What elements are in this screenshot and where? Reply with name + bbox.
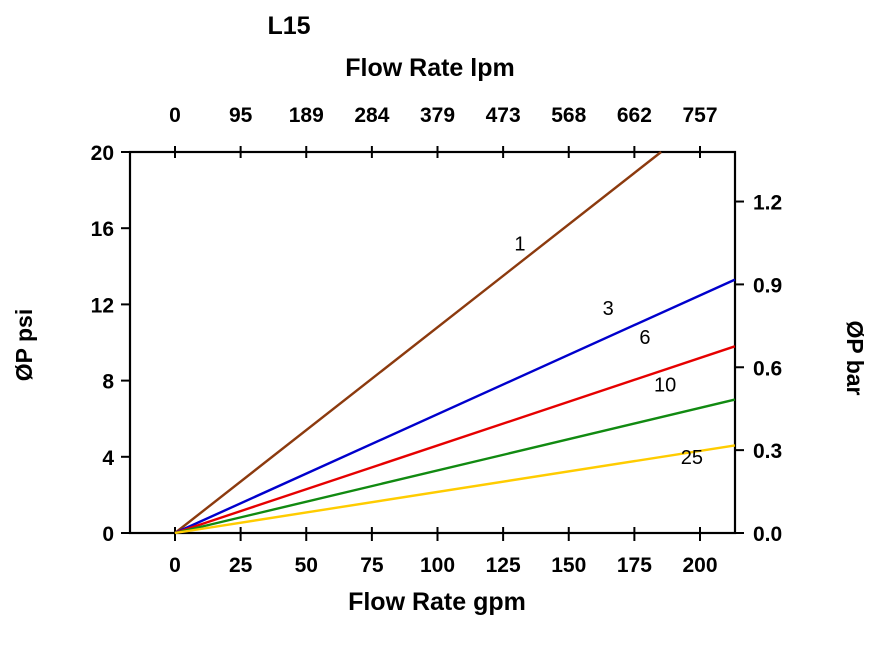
right-axis-title: ØP bar [842,321,868,396]
series-line-6 [174,345,736,535]
bar-tick-label: 0.6 [753,357,782,380]
x-tick-label: 200 [682,554,717,577]
series-line-1 [174,151,662,534]
x-tick-label: 175 [617,554,652,577]
y-tick-label: 4 [102,447,114,470]
x-tick-label: 50 [295,554,318,577]
bar-tick-label: 0.9 [753,274,782,297]
left-axis-title: ØP psi [11,309,37,381]
top-x-tick-label: 189 [289,104,324,127]
series-label-3: 3 [603,298,614,320]
x-tick-label: 150 [551,554,586,577]
x-tick-label: 100 [420,554,455,577]
series-line-3 [174,278,736,535]
x-tick-label: 25 [229,554,253,577]
top-x-tick-label: 662 [617,104,652,127]
y-tick-label: 12 [91,294,114,317]
top-x-tick-label: 0 [169,104,181,127]
bottom-axis-title: Flow Rate gpm [348,588,526,616]
chart-title: L15 [267,12,310,40]
series-line-25 [174,444,736,535]
top-x-tick-label: 379 [420,104,455,127]
top-x-tick-label: 473 [486,104,521,127]
series-label-10: 10 [654,374,676,396]
bar-tick-label: 1.2 [753,192,782,215]
bar-tick-label: 0.0 [753,523,782,546]
top-x-tick-label: 95 [229,104,253,127]
x-tick-label: 0 [169,554,181,577]
y-tick-label: 20 [91,142,114,165]
series-label-1: 1 [514,233,525,255]
x-tick-label: 75 [360,554,384,577]
y-tick-label: 8 [102,371,114,394]
y-tick-label: 16 [91,218,114,241]
series-label-25: 25 [681,447,703,469]
series-line-10 [174,398,736,535]
top-x-tick-label: 757 [682,104,717,127]
x-tick-label: 125 [486,554,521,577]
series-label-6: 6 [639,327,650,349]
bar-tick-label: 0.3 [753,440,782,463]
top-x-tick-label: 568 [551,104,586,127]
top-axis-title: Flow Rate lpm [345,54,514,82]
plot-area [128,150,737,535]
y-tick-label: 0 [102,523,114,546]
top-x-tick-label: 284 [354,104,389,127]
